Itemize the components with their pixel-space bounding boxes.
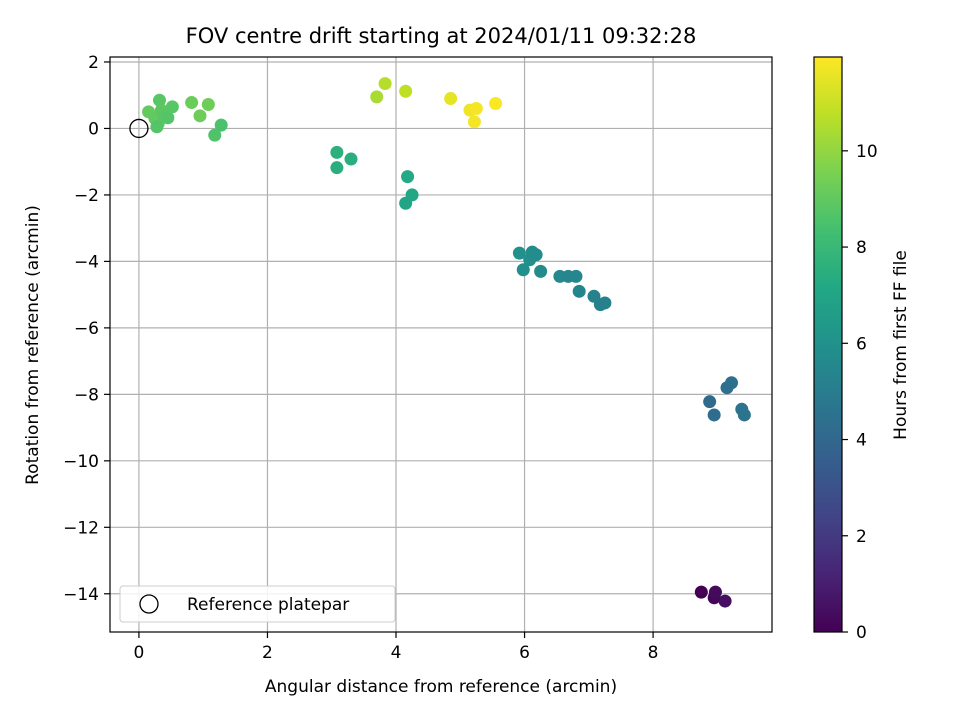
data-point [725, 376, 739, 390]
data-point [737, 408, 751, 422]
data-point [161, 111, 175, 125]
data-point [489, 97, 503, 111]
data-point [330, 145, 344, 159]
plot-frame [109, 56, 773, 633]
scatter-points [142, 77, 751, 608]
data-point [370, 90, 384, 104]
data-point [399, 84, 413, 98]
data-point [330, 161, 344, 175]
legend: Reference platepar [119, 585, 396, 623]
data-point [708, 585, 722, 599]
x-tick-label: 4 [391, 643, 402, 663]
data-point [467, 115, 481, 129]
y-tick-label: −6 [74, 319, 99, 339]
data-point [718, 594, 732, 608]
y-tick-label: −4 [74, 252, 99, 272]
data-point [534, 264, 548, 278]
data-point [598, 296, 612, 310]
data-point [529, 248, 543, 262]
data-point [214, 118, 228, 132]
colorbar-tick-label: 8 [856, 238, 867, 258]
colorbar-tick-label: 10 [856, 142, 878, 162]
data-point [150, 120, 164, 134]
y-tick-label: −12 [63, 518, 99, 538]
colorbar-tick-label: 2 [856, 527, 867, 547]
data-point [165, 100, 179, 114]
colorbar-tick-label: 0 [856, 623, 867, 643]
data-point [569, 269, 583, 283]
data-point [694, 585, 708, 599]
colorbar-tick-label: 4 [856, 431, 867, 451]
y-tick-label: −14 [63, 585, 99, 605]
data-point [444, 92, 458, 106]
chart-title: FOV centre drift starting at 2024/01/11 … [186, 24, 697, 48]
y-tick-label: −10 [63, 452, 99, 472]
colorbar-label: Hours from first FF file [891, 250, 911, 440]
x-tick-label: 8 [648, 643, 659, 663]
data-point [378, 77, 392, 91]
y-tick-label: 2 [88, 53, 99, 73]
y-tick-label: 0 [88, 119, 99, 139]
colorbar-ticks: 0 2 4 6 8 10 [842, 142, 878, 643]
data-point [401, 170, 415, 184]
grid-lines [110, 57, 772, 632]
legend-marker-icon [139, 594, 159, 614]
data-point [399, 196, 413, 210]
data-point [185, 96, 199, 110]
x-axis-ticks: 0 2 4 6 8 [134, 632, 659, 663]
data-point [512, 246, 526, 260]
colorbar-tick-label: 6 [856, 334, 867, 354]
y-axis-ticks: 2 0 −2 −4 −6 −8 −10 −12 −14 [63, 53, 110, 605]
data-point [572, 284, 586, 298]
x-tick-label: 2 [262, 643, 273, 663]
reference-platepar-marker [129, 118, 149, 139]
data-point [208, 128, 222, 142]
data-point [703, 395, 717, 409]
data-point [344, 152, 358, 166]
y-axis-label: Rotation from reference (arcmin) [23, 205, 43, 485]
y-tick-label: −2 [74, 186, 99, 206]
legend-entry-reference-platepar: Reference platepar [187, 595, 349, 615]
data-point [152, 93, 166, 107]
data-point [469, 102, 483, 116]
data-point [516, 263, 530, 277]
x-tick-label: 6 [519, 643, 530, 663]
x-axis-label: Angular distance from reference (arcmin) [265, 677, 617, 697]
data-point [193, 109, 207, 123]
y-tick-label: −8 [74, 385, 99, 405]
colorbar [813, 56, 843, 633]
data-point [707, 408, 721, 422]
x-tick-label: 0 [134, 643, 145, 663]
data-point [201, 98, 215, 112]
legend-box [119, 585, 396, 623]
